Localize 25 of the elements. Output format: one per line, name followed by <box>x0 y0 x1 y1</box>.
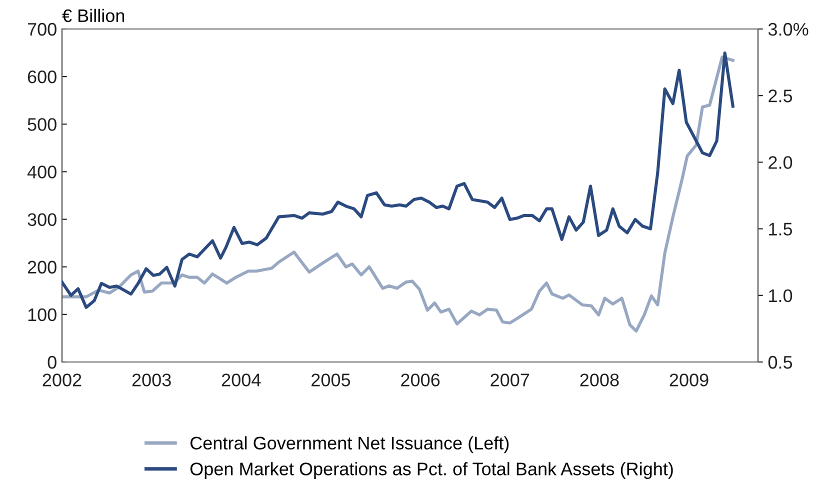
y-tick-label: 0 <box>48 356 56 369</box>
y-tick-label: 100 <box>28 308 56 322</box>
legend-label: Open Market Operations as Pct. of Total Bank Assets (Right) <box>190 462 673 479</box>
y-tick-label: 200 <box>28 260 56 274</box>
x-tick-label: 2006 <box>401 374 440 386</box>
x-tick-label: 2002 <box>42 374 82 386</box>
y-tick-label: 500 <box>28 118 56 131</box>
x-tick-label: 2009 <box>670 374 708 386</box>
y2-tick-label: 3.0% <box>768 22 808 36</box>
y2-tick-label: 1.5 <box>769 222 792 236</box>
y2-tick-label: 2.5 <box>768 90 792 102</box>
y-axis-title: € Billion <box>62 8 124 22</box>
x-tick-label: 2007 <box>490 374 530 386</box>
x-tick-label: 2004 <box>222 374 261 386</box>
x-tick-label: 2003 <box>132 374 171 386</box>
y2-tick-label: 1.0 <box>769 289 792 302</box>
y2-tick-label: 2.0 <box>768 156 792 169</box>
x-tick-label: 2008 <box>580 374 619 386</box>
y-tick-label: 400 <box>27 166 56 178</box>
y2-tick-label: 0.5 <box>768 356 792 369</box>
y-tick-label: 700 <box>28 22 56 36</box>
y-tick-label: 600 <box>28 70 56 84</box>
y-tick-label: 300 <box>28 213 56 226</box>
x-tick-label: 2005 <box>312 374 350 386</box>
legend-label: Central Government Net Issuance (Left) <box>190 436 509 454</box>
